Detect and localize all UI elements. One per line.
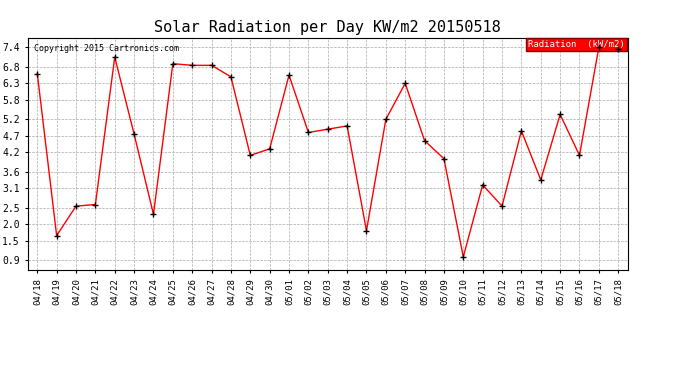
Text: Copyright 2015 Cartronics.com: Copyright 2015 Cartronics.com: [34, 45, 179, 54]
Title: Solar Radiation per Day KW/m2 20150518: Solar Radiation per Day KW/m2 20150518: [155, 20, 501, 35]
Text: Radiation  (kW/m2): Radiation (kW/m2): [528, 40, 625, 49]
